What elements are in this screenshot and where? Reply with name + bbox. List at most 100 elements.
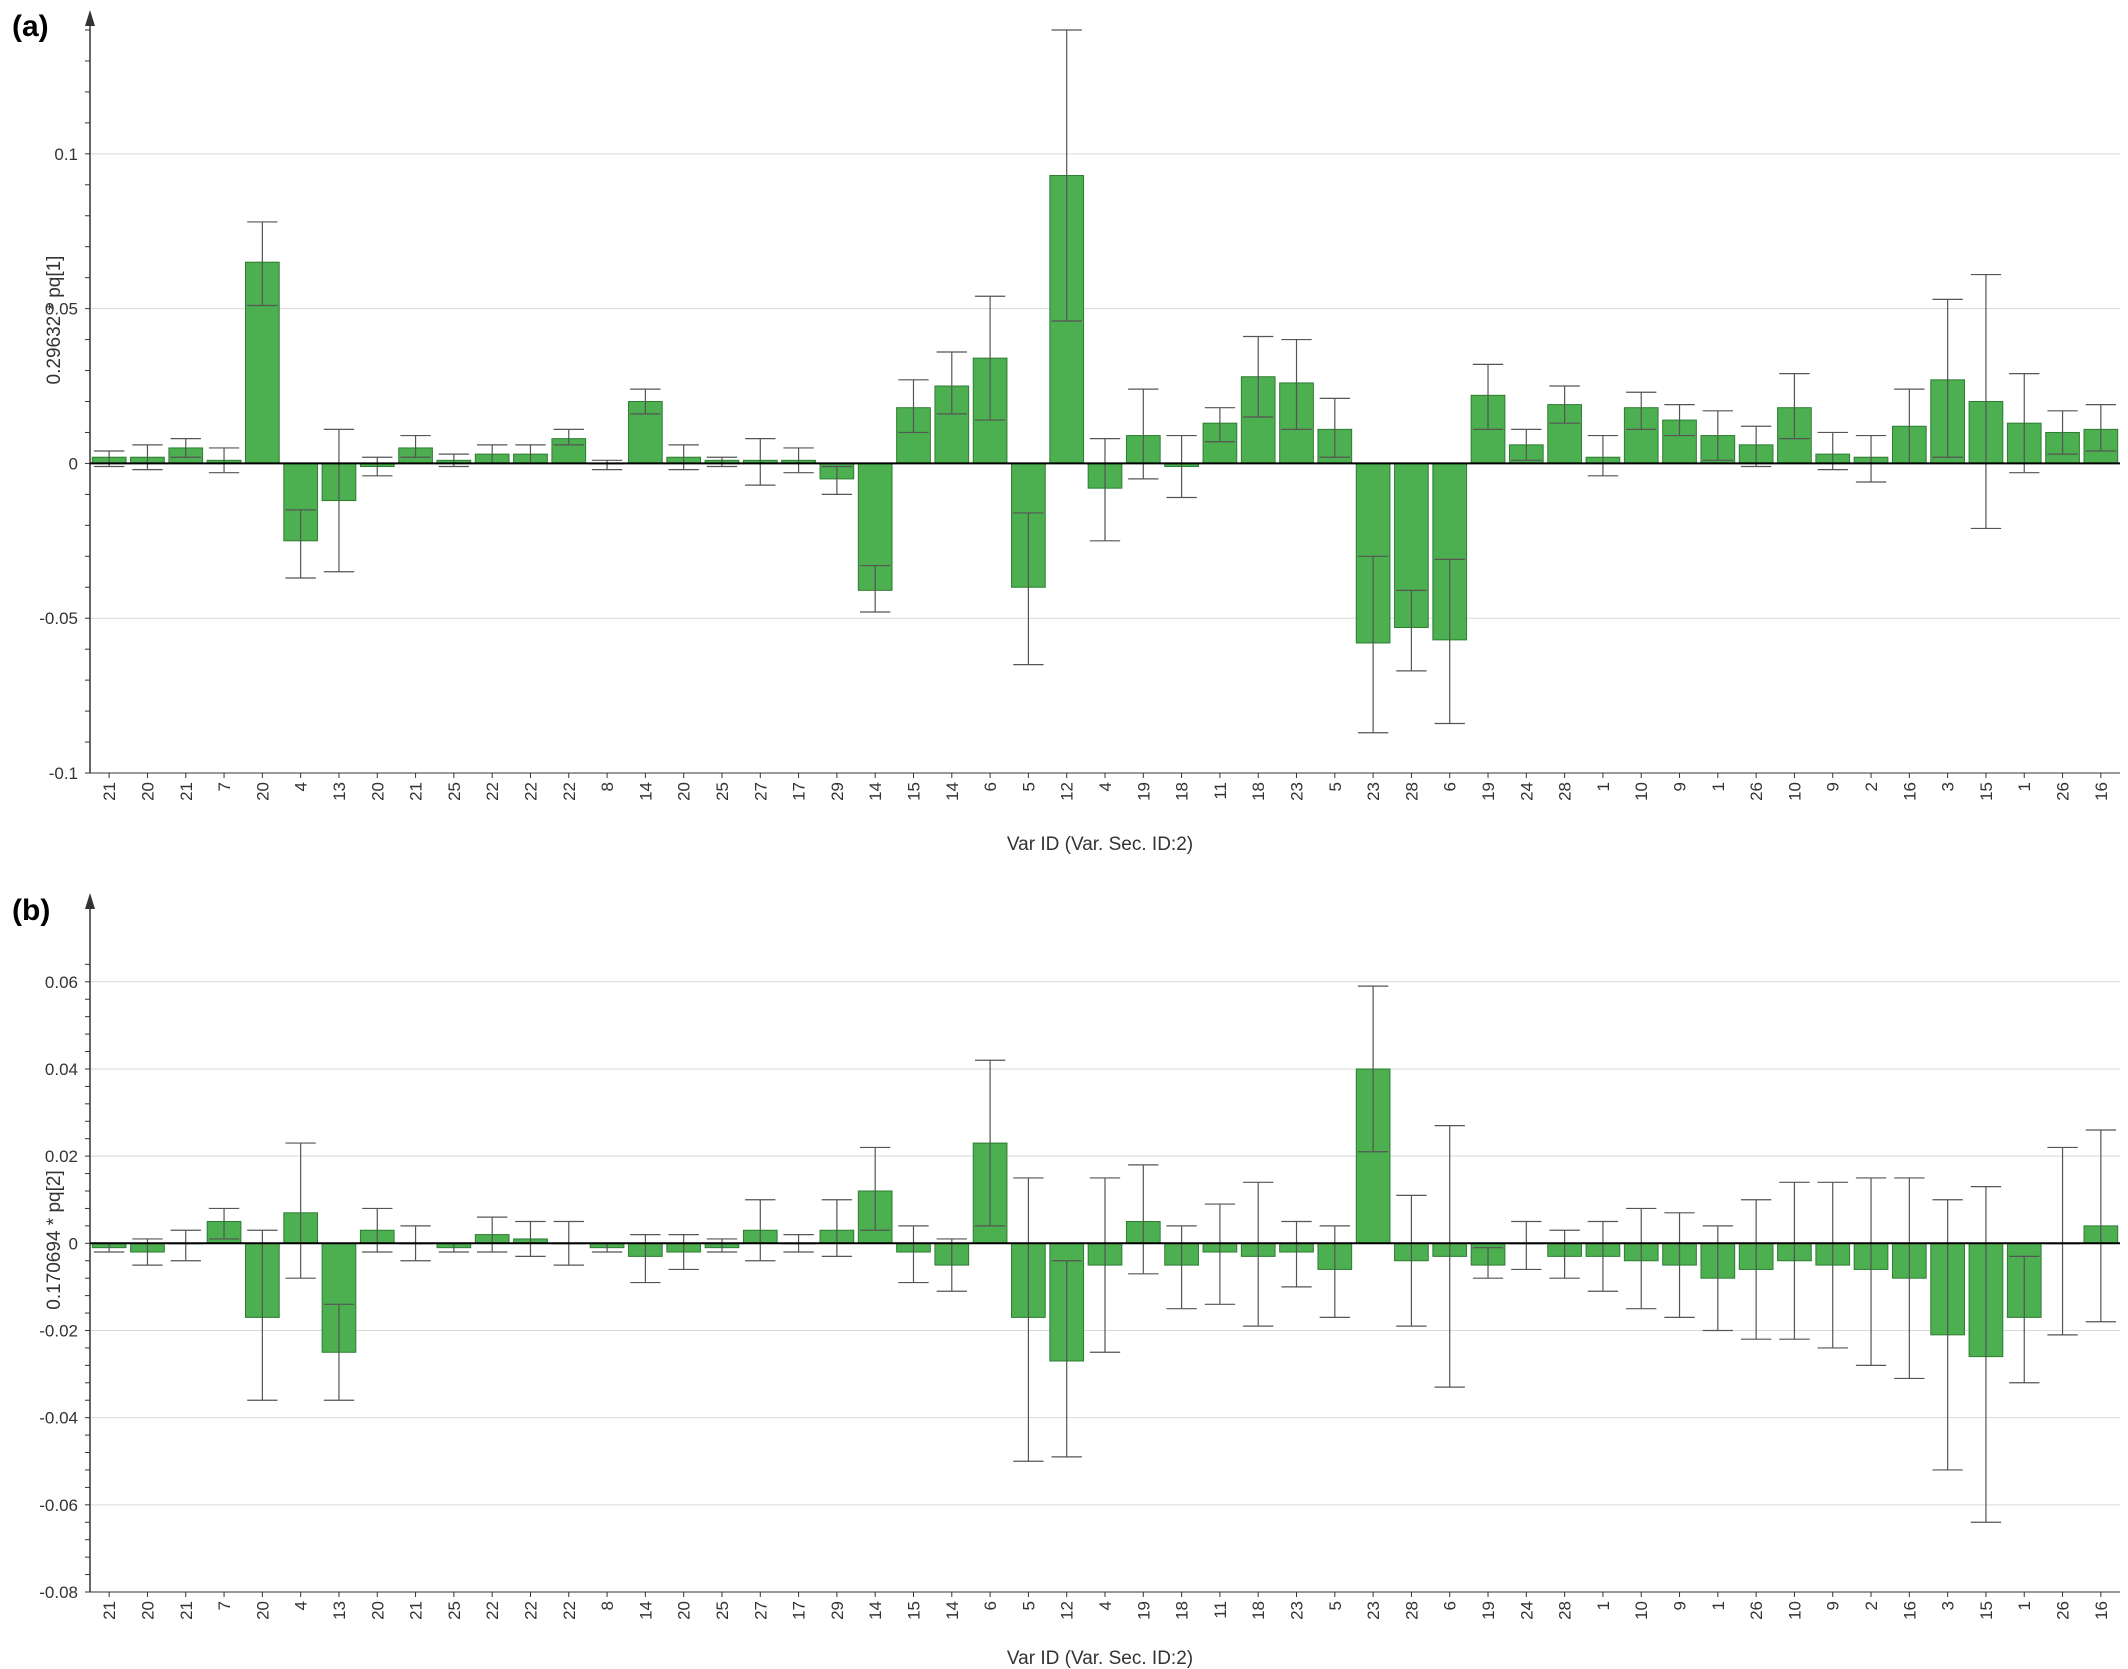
panel-b-x-tick-label: 25 (713, 1601, 732, 1620)
panel-a-label: (a) (12, 10, 49, 43)
panel-b-error-bar (706, 1238, 738, 1253)
panel-a-error-bar (1243, 335, 1274, 418)
panel-a-x-tick-label: 15 (1977, 782, 1996, 801)
panel-b-x-tick-label: 19 (1134, 1601, 1153, 1620)
panel-b-error-bar (1894, 1177, 1925, 1380)
panel-a-x-tick-label: 5 (1326, 782, 1345, 791)
panel-b-error-bar (362, 1207, 393, 1253)
panel-a-x-tick-label: 20 (253, 782, 272, 801)
panel-b-x-tick-label: 5 (1326, 1601, 1345, 1610)
panel-a-x-tick-label: 18 (1249, 782, 1268, 801)
panel-b-x-tick-label: 20 (675, 1601, 694, 1620)
panel-b-error-bar (1779, 1181, 1810, 1340)
panel-a-x-tick-label: 20 (138, 782, 157, 801)
panel-b-x-tick-label: 29 (828, 1601, 847, 1620)
panel-a-error-bar (860, 564, 891, 613)
panel-a-error-bar (400, 434, 431, 458)
panel-a-y-axis-title: 0.29632 * pq[1] (44, 256, 65, 385)
panel-a-x-tick-label: 14 (636, 782, 655, 801)
panel-a-error-bar (1013, 512, 1044, 666)
panel-a-error-bar (1855, 434, 1887, 483)
panel-b-x-tick-label: 10 (1785, 1601, 1804, 1620)
panel-b-x-tick-label: 4 (1096, 1601, 1115, 1610)
panel-a-error-bar (1587, 434, 1619, 477)
panel-a-x-tick-label: 1 (2015, 782, 2034, 791)
panel-b-x-tick-label: 23 (1288, 1601, 1307, 1620)
panel-a-x-tick-label: 22 (483, 782, 502, 801)
panel-b-y-tick-label: 0.04 (45, 1060, 78, 1079)
panel-a-error-bar (1472, 363, 1504, 430)
panel-b-x-tick-label: 10 (1632, 1601, 1651, 1620)
panel-a-error-bar (1166, 434, 1197, 499)
panel-b-y-tick-label: -0.08 (39, 1583, 78, 1602)
panel-a-error-bar (2009, 373, 2040, 474)
panel-a-y-tick-label: -0.05 (39, 609, 78, 628)
panel-b-error-bar (1128, 1164, 1159, 1275)
panel-a-error-bar (668, 444, 699, 471)
panel-a-x-tick-label: 3 (1939, 782, 1958, 791)
panel-b-x-tick-label: 28 (1556, 1601, 1575, 1620)
panel-a-x-axis-title: Var ID (Var. Sec. ID:2) (1007, 834, 1193, 855)
panel-a-x-tick-label: 4 (292, 782, 311, 791)
panel-b-x-tick-label: 19 (1479, 1601, 1498, 1620)
panel-a-error-bar (745, 438, 776, 486)
panel-a-y-tick-label: 0.1 (54, 145, 78, 164)
panel-b-y-tick-label: -0.04 (39, 1409, 78, 1428)
panel-b-x-tick-label: 9 (1671, 1601, 1690, 1610)
panel-b-x-tick-label: 6 (1441, 1601, 1460, 1610)
panel-b-error-bar (1664, 1212, 1695, 1319)
panel-a-error-bar (553, 428, 584, 446)
panel-a-x-tick-label: 24 (1517, 782, 1536, 801)
panel-a-error-bar (1434, 558, 1465, 725)
panel-b-x-tick-label: 15 (904, 1601, 923, 1620)
panel-a-error-bar (1128, 388, 1159, 480)
panel-b-x-tick-label: 12 (1058, 1601, 1077, 1620)
panel-b-error-bar (1549, 1229, 1580, 1279)
panel-b-x-tick-label: 14 (866, 1601, 885, 1620)
panel-b-error-bar (630, 1233, 661, 1284)
panel-a-x-tick-label: 27 (751, 782, 770, 801)
panel-a-error-bar (783, 447, 814, 474)
panel-a-y-tick-label: 0.05 (45, 300, 78, 319)
panel-b-error-bar (1089, 1177, 1121, 1353)
panel-a-error-bar (362, 456, 393, 477)
panel-a-x-tick-label: 28 (1556, 782, 1575, 801)
panel-a-x-tick-label: 10 (1785, 782, 1804, 801)
panel-a-error-bar (2085, 403, 2117, 452)
panel-b-x-tick-label: 24 (1517, 1601, 1536, 1620)
panel-a-error-bar (208, 447, 240, 474)
panel-a-error-bar (1779, 373, 1810, 440)
panel-a-x-tick-label: 13 (330, 782, 349, 801)
panel-a-error-bar (1740, 425, 1772, 468)
panel-a-error-bar (1281, 338, 1312, 430)
panel-a-y-tick-label: 0 (69, 454, 78, 473)
panel-a-bar (1623, 407, 1659, 464)
panel-a-x-tick-label: 20 (368, 782, 387, 801)
panel-b-error-bar (1740, 1199, 1772, 1340)
panel-a-error-bar (1626, 391, 1657, 430)
panel-a-x-tick-label: 21 (407, 782, 426, 801)
panel-b-error-bar (1511, 1220, 1542, 1271)
panel-b-x-axis-title: Var ID (Var. Sec. ID:2) (1007, 1648, 1193, 1669)
panel-b-x-tick-label: 15 (1977, 1601, 1996, 1620)
panel-b-x-tick-label: 17 (790, 1601, 809, 1620)
panel-a-x-tick-label: 5 (1019, 782, 1038, 791)
panel-b-error-bar (1243, 1181, 1274, 1327)
panel-a-error-bar (247, 221, 278, 307)
panel-b-x-tick-label: 16 (1900, 1601, 1919, 1620)
panel-b-x-tick-label: 26 (2054, 1601, 2073, 1620)
panel-b-x-tick-label: 14 (636, 1601, 655, 1620)
panel-a-error-bar (170, 438, 201, 458)
panel-b-error-bar (1587, 1220, 1619, 1292)
panel-a-error-bar (936, 351, 967, 415)
panel-b-error-bar (1013, 1177, 1044, 1462)
panel-a-y-axis-arrow (85, 10, 95, 26)
panel-a-x-tick-label: 18 (1173, 782, 1192, 801)
panel-b-x-tick-label: 22 (483, 1601, 502, 1620)
panel-b-error-bar (1051, 1260, 1082, 1458)
panel-b-x-tick-label: 2 (1862, 1601, 1881, 1610)
panel-b-y-tick-label: -0.06 (39, 1496, 78, 1515)
panel-b-error-bar (1281, 1220, 1312, 1288)
panel-a-error-bar (132, 444, 163, 471)
panel-a-x-tick-label: 17 (790, 782, 809, 801)
